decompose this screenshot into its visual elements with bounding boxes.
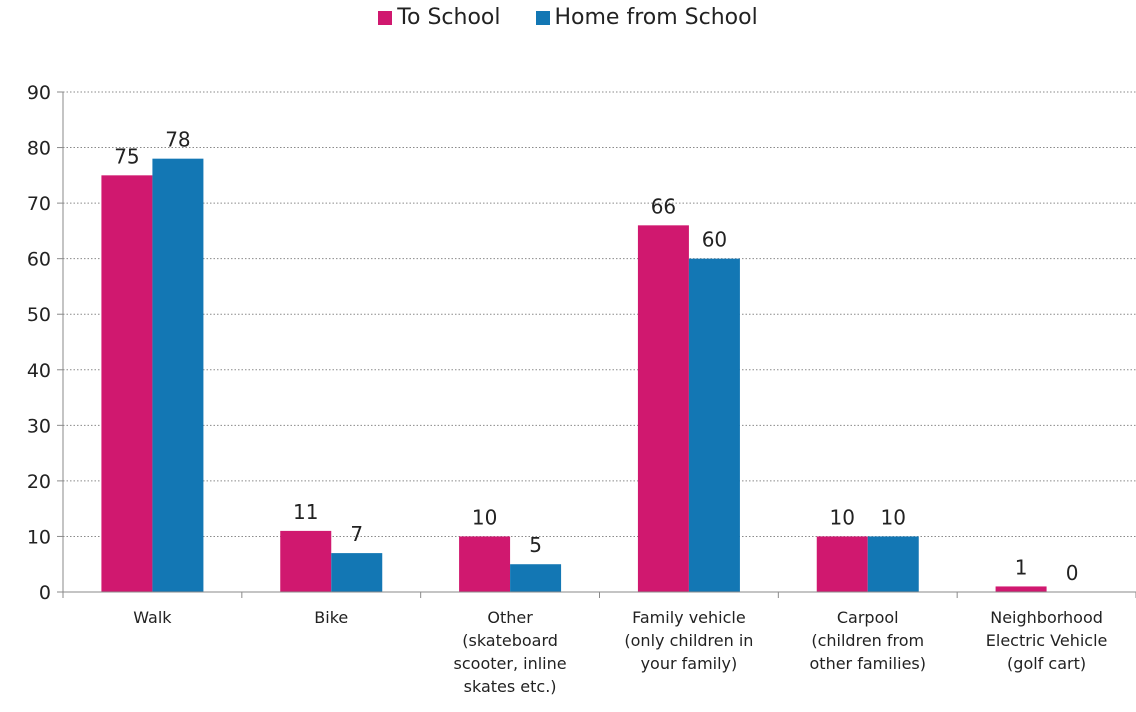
data-label-home-from-school-4: 10 (881, 505, 906, 529)
y-tick-label-30: 30 (27, 415, 51, 437)
bar-home-from-school-3 (688, 258, 740, 592)
x-category-label-2: Other (skateboard scooter, inline skates et… (454, 608, 567, 696)
data-label-to-school-2: 10 (472, 505, 497, 529)
y-tick-label-70: 70 (27, 193, 51, 215)
bar-home-from-school-1 (331, 553, 383, 592)
bar-to-school-0 (101, 175, 153, 593)
data-label-to-school-0: 75 (114, 144, 139, 168)
y-tick-label-60: 60 (27, 249, 51, 271)
data-label-home-from-school-0: 78 (165, 128, 190, 152)
legend-swatch-home-from-school (535, 10, 550, 25)
bar-to-school-4 (816, 536, 868, 592)
data-label-home-from-school-3: 60 (702, 228, 727, 252)
data-label-home-from-school-2: 5 (529, 533, 542, 557)
legend-label-to-school: To School (397, 4, 501, 30)
bar-to-school-5 (995, 586, 1047, 592)
x-category-label-3: Family vehicle (only children in your fami… (624, 608, 753, 673)
legend-item-home-from-school: Home from School (535, 4, 758, 30)
x-category-label-1: Bike (314, 608, 348, 627)
data-label-home-from-school-1: 7 (350, 522, 363, 546)
data-label-to-school-1: 11 (293, 500, 318, 524)
legend: To School Home from School (0, 4, 1136, 30)
x-category-label-5: Neighborhood Electric Vehicle (golf cart) (986, 608, 1108, 673)
legend-item-to-school: To School (378, 4, 501, 30)
data-label-to-school-5: 1 (1015, 555, 1028, 579)
bar-to-school-3 (637, 225, 689, 593)
legend-swatch-to-school (378, 10, 393, 25)
y-tick-label-40: 40 (27, 360, 51, 382)
y-tick-label-10: 10 (27, 526, 51, 548)
bar-home-from-school-2 (510, 564, 562, 592)
y-tick-label-50: 50 (27, 304, 51, 326)
bar-to-school-2 (459, 536, 511, 592)
y-tick-label-0: 0 (39, 582, 51, 604)
y-tick-label-90: 90 (27, 82, 51, 104)
bars (101, 158, 1047, 593)
data-label-home-from-school-5: 0 (1066, 561, 1079, 585)
legend-label-home-from-school: Home from School (554, 4, 758, 30)
y-tick-label-20: 20 (27, 471, 51, 493)
x-category-label-0: Walk (133, 608, 172, 627)
bar-home-from-school-4 (867, 536, 919, 592)
x-category-label-4: Carpool (children from other families) (810, 608, 927, 673)
labels: 01020304050607080907578Walk117Bike105Oth… (27, 82, 1108, 696)
bar-home-from-school-0 (152, 158, 204, 592)
gridlines (63, 91, 1136, 537)
data-label-to-school-4: 10 (830, 505, 855, 529)
data-label-to-school-3: 66 (651, 194, 676, 218)
y-tick-label-80: 80 (27, 138, 51, 160)
axes (57, 91, 1136, 598)
bar-to-school-1 (280, 530, 332, 592)
